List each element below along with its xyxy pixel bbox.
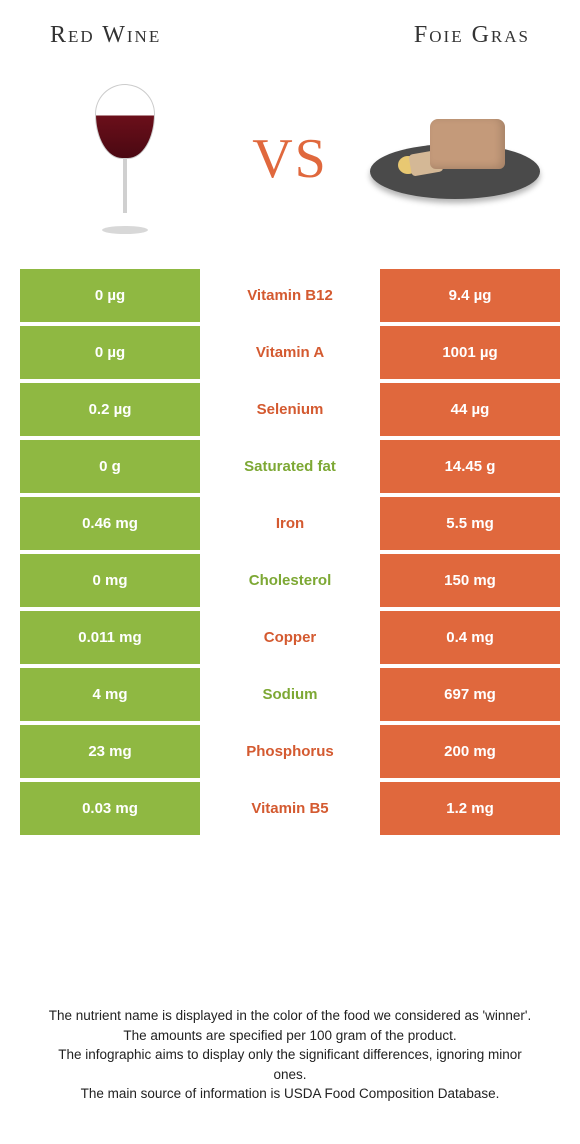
nutri-row: 0.011 mgCopper0.4 mg (20, 611, 560, 664)
nutrient-name: Vitamin B5 (200, 782, 380, 835)
right-value: 200 mg (380, 725, 560, 778)
footer-line: The nutrient name is displayed in the co… (40, 1006, 540, 1026)
right-value: 9.4 µg (380, 269, 560, 322)
left-value: 0.03 mg (20, 782, 200, 835)
nutri-row: 23 mgPhosphorus200 mg (20, 725, 560, 778)
left-value: 0 µg (20, 326, 200, 379)
right-value: 1.2 mg (380, 782, 560, 835)
nutri-row: 0.03 mgVitamin B51.2 mg (20, 782, 560, 835)
right-value: 44 µg (380, 383, 560, 436)
right-value: 5.5 mg (380, 497, 560, 550)
nutri-row: 4 mgSodium697 mg (20, 668, 560, 721)
right-value: 14.45 g (380, 440, 560, 493)
nutrient-name: Phosphorus (200, 725, 380, 778)
nutrient-name: Saturated fat (200, 440, 380, 493)
footer-line: The infographic aims to display only the… (40, 1045, 540, 1084)
wine-glass-icon (90, 84, 160, 234)
left-value: 23 mg (20, 725, 200, 778)
foie-gras-icon (370, 114, 540, 204)
left-value: 0 g (20, 440, 200, 493)
nutri-row: 0 gSaturated fat14.45 g (20, 440, 560, 493)
left-value: 0.2 µg (20, 383, 200, 436)
footer: The nutrient name is displayed in the co… (0, 946, 580, 1144)
left-value: 4 mg (20, 668, 200, 721)
left-value: 0.011 mg (20, 611, 200, 664)
footer-line: The amounts are specified per 100 gram o… (40, 1026, 540, 1046)
right-value: 0.4 mg (380, 611, 560, 664)
nutrient-name: Cholesterol (200, 554, 380, 607)
nutrient-name: Vitamin A (200, 326, 380, 379)
nutrient-name: Vitamin B12 (200, 269, 380, 322)
nutrient-name: Sodium (200, 668, 380, 721)
left-value: 0 mg (20, 554, 200, 607)
nutri-row: 0 µgVitamin A1001 µg (20, 326, 560, 379)
nutrient-name: Selenium (200, 383, 380, 436)
left-image-wine (30, 69, 220, 249)
right-value: 150 mg (380, 554, 560, 607)
vs-label: VS (252, 127, 328, 191)
left-value: 0 µg (20, 269, 200, 322)
right-value: 1001 µg (380, 326, 560, 379)
nutri-row: 0.2 µgSelenium44 µg (20, 383, 560, 436)
nutri-row: 0 µgVitamin B129.4 µg (20, 269, 560, 322)
right-title: Foie Gras (414, 22, 530, 49)
nutrient-name: Iron (200, 497, 380, 550)
nutrient-name: Copper (200, 611, 380, 664)
right-image-foie-gras (360, 69, 550, 249)
right-value: 697 mg (380, 668, 560, 721)
nutrition-table: 0 µgVitamin B129.4 µg0 µgVitamin A1001 µ… (20, 269, 560, 839)
left-title: Red Wine (50, 22, 161, 49)
images-row: VS (0, 59, 580, 269)
left-value: 0.46 mg (20, 497, 200, 550)
nutri-row: 0 mgCholesterol150 mg (20, 554, 560, 607)
footer-line: The main source of information is USDA F… (40, 1084, 540, 1104)
nutri-row: 0.46 mgIron5.5 mg (20, 497, 560, 550)
header: Red Wine Foie Gras (0, 0, 580, 59)
